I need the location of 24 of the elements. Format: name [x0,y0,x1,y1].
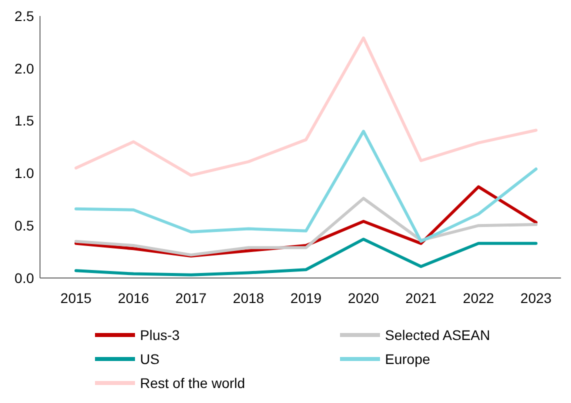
y-tick-label: 2.0 [14,60,34,76]
legend-label: US [140,350,160,367]
legend-label: Plus-3 [140,326,180,343]
y-tick-label: 0.0 [14,270,34,286]
line-series [74,196,538,256]
line-series [74,130,538,243]
y-tick-label: 2.5 [14,8,34,24]
x-tick-label: 2018 [232,290,264,306]
x-tick-label: 2019 [290,290,322,306]
legend-label: Selected ASEAN [385,326,490,343]
y-tick-label: 1.5 [14,112,34,129]
x-tick-label: 2015 [60,290,92,306]
x-tick-label: 2022 [462,290,494,306]
x-tick-label: 2021 [405,290,437,306]
legend-label: Europe [385,350,430,367]
line-series [74,238,538,276]
x-tick-label: 2016 [118,290,150,306]
y-tick-label: 0.5 [14,218,34,234]
x-tick-label: 2017 [175,290,207,306]
y-tick-label: 1.0 [14,165,34,182]
line-series [74,36,538,177]
x-tick-label: 2020 [348,290,380,306]
x-tick-label: 2023 [520,290,552,306]
legend-label: Rest of the world [140,374,246,391]
